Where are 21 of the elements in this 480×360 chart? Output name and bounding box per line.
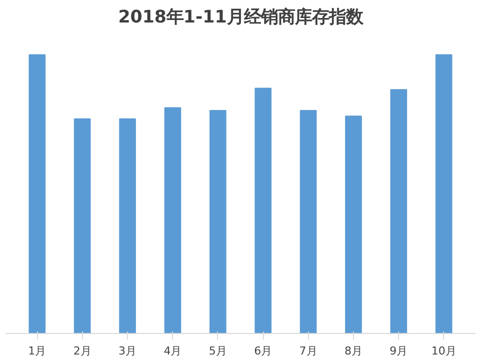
bar <box>74 118 91 334</box>
bar <box>119 118 136 334</box>
x-tick-label: 3月 <box>118 344 137 358</box>
x-tick-label: 7月 <box>299 344 318 358</box>
chart-title: 2018年1-11月经销商库存指数 <box>118 8 364 28</box>
x-tick-label: 5月 <box>208 344 227 358</box>
x-tick-label: 2月 <box>73 344 92 358</box>
bar <box>209 110 226 334</box>
x-tick-label: 9月 <box>390 344 408 358</box>
x-tick-label: 6月 <box>254 344 272 358</box>
bar <box>164 107 182 334</box>
x-tick-label: 4月 <box>164 344 182 358</box>
x-tick-label: 8月 <box>344 344 362 358</box>
bar <box>300 110 317 334</box>
x-tick-label: 10月 <box>431 344 456 358</box>
x-tick-label: 1月 <box>28 344 46 358</box>
bar <box>345 116 362 334</box>
bar <box>254 88 272 334</box>
bar <box>28 54 46 334</box>
bar <box>390 89 408 334</box>
bar <box>435 54 452 334</box>
